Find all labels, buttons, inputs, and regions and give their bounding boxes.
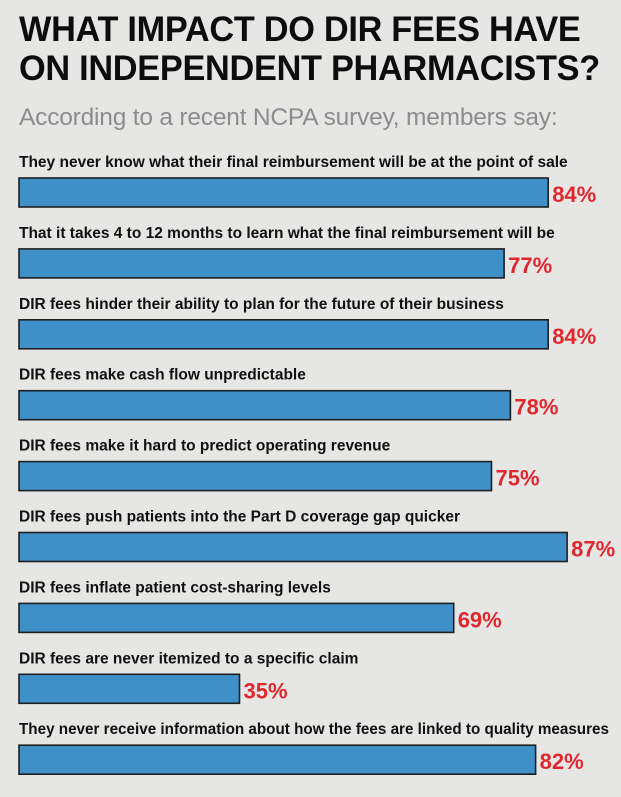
bar-value-label: 84% bbox=[552, 324, 596, 349]
bar-value-label: 87% bbox=[571, 537, 615, 562]
bar-category-label: DIR fees make it hard to predict operati… bbox=[19, 438, 391, 455]
bar bbox=[18, 460, 493, 492]
bar bbox=[18, 744, 537, 776]
bar-category-label: DIR fees make cash flow unpredictable bbox=[19, 367, 306, 384]
bar bbox=[18, 177, 550, 208]
bar bbox=[18, 318, 550, 350]
bar-category-label: They never receive information about how… bbox=[19, 721, 609, 738]
bar bbox=[18, 531, 568, 563]
bar-value-label: 82% bbox=[540, 749, 584, 774]
bar-category-label: DIR fees are never itemized to a specifi… bbox=[19, 650, 358, 667]
bar-category-label: DIR fees inflate patient cost-sharing le… bbox=[19, 579, 331, 596]
bar-value-label: 35% bbox=[244, 678, 288, 703]
chart-title: WHAT IMPACT DO DIR FEES HAVE ON INDEPEND… bbox=[19, 10, 600, 88]
bar bbox=[18, 673, 241, 705]
bar-value-label: 78% bbox=[514, 395, 558, 420]
bar-value-label: 84% bbox=[552, 182, 596, 207]
bar-value-label: 69% bbox=[458, 607, 502, 632]
bar bbox=[18, 248, 505, 279]
bar-category-label: That it takes 4 to 12 months to learn wh… bbox=[19, 225, 555, 242]
bar-value-label: 77% bbox=[508, 253, 552, 278]
bar-value-label: 75% bbox=[496, 466, 540, 491]
bar bbox=[18, 389, 512, 421]
bar bbox=[18, 602, 455, 634]
bar-category-label: DIR fees hinder their ability to plan fo… bbox=[19, 296, 504, 313]
chart-subtitle: According to a recent NCPA survey, membe… bbox=[19, 104, 558, 131]
bar-category-label: DIR fees push patients into the Part D c… bbox=[19, 509, 460, 526]
bar-category-label: They never know what their final reimbur… bbox=[19, 154, 568, 171]
